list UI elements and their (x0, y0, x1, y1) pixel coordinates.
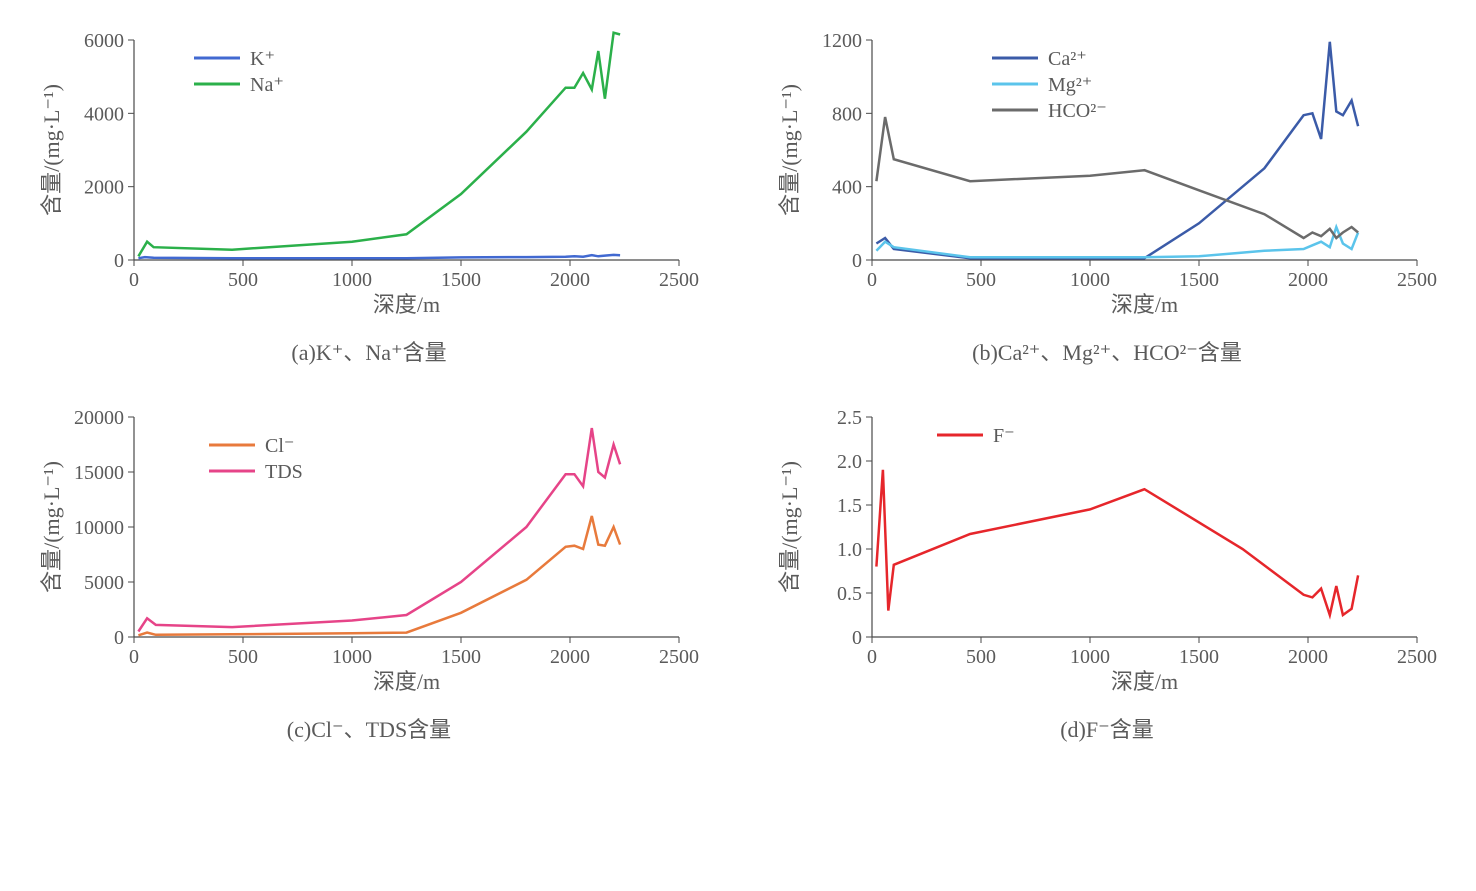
ytick-label: 400 (832, 177, 862, 199)
xtick-label: 2500 (1397, 646, 1437, 668)
panel-c: 0 500 1000 1500 2000 2500 0 5000 10000 15000 20000… (20, 397, 718, 744)
chart-b: 0 500 1000 1500 2000 2500 0 400 800 1200 深度/m 含量/(m… (777, 20, 1437, 320)
xtick-label: 2000 (550, 269, 590, 291)
legend-label: TDS (265, 461, 303, 483)
xlabel: 深度/m (1111, 669, 1178, 694)
ytick-label: 0 (852, 627, 862, 649)
ytick-label: 1200 (822, 30, 862, 52)
xtick-label: 1000 (1070, 269, 1110, 291)
ytick-label: 5000 (84, 572, 124, 594)
xtick-label: 500 (966, 269, 996, 291)
xtick-label: 1500 (441, 646, 481, 668)
ytick-label: 0.5 (837, 583, 862, 605)
xtick-label: 0 (129, 646, 139, 668)
ytick-label: 4000 (84, 103, 124, 125)
series-Mg²⁺ (876, 227, 1358, 257)
ylabel: 含量/(mg·L⁻¹) (39, 84, 64, 216)
ytick-label: 2.0 (837, 451, 862, 473)
xtick-label: 2500 (659, 269, 699, 291)
legend-label: Mg²⁺ (1048, 74, 1092, 96)
series-TDS (138, 428, 620, 632)
xtick-label: 2000 (550, 646, 590, 668)
ytick-label: 20000 (74, 407, 124, 429)
ylabel: 含量/(mg·L⁻¹) (39, 461, 64, 593)
ytick-label: 6000 (84, 30, 124, 52)
caption: (c)Cl⁻、TDS含量 (287, 712, 451, 744)
ytick-label: 2.5 (837, 407, 862, 429)
xtick-label: 0 (867, 269, 877, 291)
chart-wrap: 0 500 1000 1500 2000 2500 0 400 800 1200 深度/m 含量/(m… (777, 20, 1437, 325)
series-K⁺ (138, 255, 620, 258)
series-HCO²⁻ (876, 117, 1358, 238)
xtick-label: 1500 (1179, 269, 1219, 291)
ytick-label: 1.0 (837, 539, 862, 561)
ytick-label: 0 (852, 250, 862, 272)
xtick-label: 1000 (1070, 646, 1110, 668)
chart-wrap: 0 500 1000 1500 2000 2500 0 5000 10000 15000 20000… (39, 397, 699, 702)
ytick-label: 800 (832, 103, 862, 125)
xtick-label: 2000 (1288, 646, 1328, 668)
xlabel: 深度/m (373, 669, 440, 694)
xtick-label: 1500 (1179, 646, 1219, 668)
series-Ca²⁺ (876, 42, 1358, 258)
caption: (a)K⁺、Na⁺含量 (291, 335, 446, 367)
xtick-label: 2500 (1397, 269, 1437, 291)
ytick-label: 0 (114, 627, 124, 649)
xtick-label: 0 (867, 646, 877, 668)
xtick-label: 500 (228, 646, 258, 668)
series-F⁻ (876, 470, 1358, 615)
caption: (b)Ca²⁺、Mg²⁺、HCO²⁻含量 (972, 335, 1242, 367)
ytick-label: 0 (114, 250, 124, 272)
xtick-label: 2000 (1288, 269, 1328, 291)
xtick-label: 1000 (332, 646, 372, 668)
xtick-label: 0 (129, 269, 139, 291)
ylabel: 含量/(mg·L⁻¹) (777, 461, 802, 593)
panel-b: 0 500 1000 1500 2000 2500 0 400 800 1200 深度/m 含量/(m… (758, 20, 1456, 367)
ytick-label: 1.5 (837, 495, 862, 517)
series-Na⁺ (138, 33, 620, 257)
chart-a: 0 500 1000 1500 2000 2500 0 2000 4000 6000 深度/m 含量/… (39, 20, 699, 320)
legend-label: HCO²⁻ (1048, 100, 1107, 122)
xlabel: 深度/m (373, 292, 440, 317)
legend-label: F⁻ (993, 425, 1015, 447)
xtick-label: 500 (966, 646, 996, 668)
chart-c: 0 500 1000 1500 2000 2500 0 5000 10000 15000 20000… (39, 397, 699, 697)
chart-d: 0 500 1000 1500 2000 2500 0 0.5 1.0 1.5 2.0 2.5 深度/m… (777, 397, 1437, 697)
legend-label: Cl⁻ (265, 435, 294, 457)
xlabel: 深度/m (1111, 292, 1178, 317)
ytick-label: 10000 (74, 517, 124, 539)
panel-a: 0 500 1000 1500 2000 2500 0 2000 4000 6000 深度/m 含量/… (20, 20, 718, 367)
chart-wrap: 0 500 1000 1500 2000 2500 0 0.5 1.0 1.5 2.0 2.5 深度/m… (777, 397, 1437, 702)
ylabel: 含量/(mg·L⁻¹) (777, 84, 802, 216)
xtick-label: 500 (228, 269, 258, 291)
xtick-label: 1000 (332, 269, 372, 291)
ytick-label: 15000 (74, 462, 124, 484)
panel-d: 0 500 1000 1500 2000 2500 0 0.5 1.0 1.5 2.0 2.5 深度/m… (758, 397, 1456, 744)
legend-label: K⁺ (250, 48, 275, 70)
legend-label: Na⁺ (250, 74, 284, 96)
ytick-label: 2000 (84, 177, 124, 199)
chart-wrap: 0 500 1000 1500 2000 2500 0 2000 4000 6000 深度/m 含量/… (39, 20, 699, 325)
xtick-label: 1500 (441, 269, 481, 291)
legend-label: Ca²⁺ (1048, 48, 1087, 70)
xtick-label: 2500 (659, 646, 699, 668)
caption: (d)F⁻含量 (1060, 712, 1154, 744)
